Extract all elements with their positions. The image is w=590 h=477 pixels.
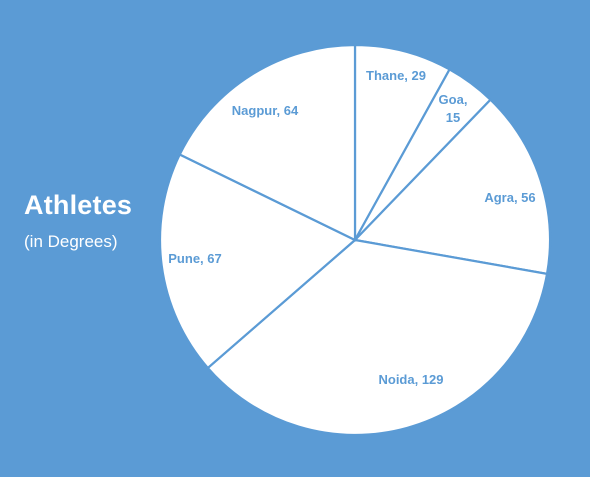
slice-noida [206, 238, 549, 437]
pie-slices [158, 43, 552, 437]
slice-label-nagpur: Nagpur, 64 [232, 103, 299, 118]
slice-agra [352, 98, 552, 276]
slice-label-thane: Thane, 29 [366, 68, 426, 83]
slice-label-goa: Goa, 15 [439, 92, 468, 125]
slice-nagpur [178, 43, 357, 242]
slice-thane [353, 43, 452, 245]
slice-label-pune: Pune, 67 [168, 251, 221, 266]
slice-label-noida: Noida, 129 [378, 372, 443, 387]
slice-label-agra: Agra, 56 [484, 190, 535, 205]
pie-labels: Thane, 29 Goa, 15 Agra, 56 Noida, 129 Pune, 6… [168, 68, 535, 387]
chart-subtitle: (in Degrees) [24, 232, 118, 251]
chart-title: Athletes [24, 190, 133, 220]
slice-pune [158, 153, 357, 370]
